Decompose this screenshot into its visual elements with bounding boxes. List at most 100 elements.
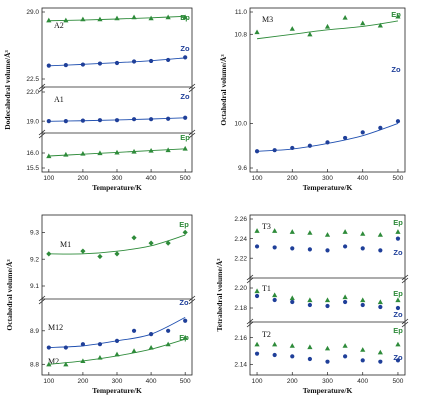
- plot-frame: [249, 7, 406, 173]
- data-point-ep: [289, 229, 295, 234]
- y-tick-label: 19.0: [26, 118, 39, 125]
- data-point-ep: [360, 20, 366, 26]
- data-point-zo: [131, 59, 137, 64]
- segment-1: 22.5 29.0 A2 Ep Zo: [26, 9, 190, 83]
- data-point-zo: [378, 248, 383, 253]
- series-label-ep: Ep: [180, 13, 190, 22]
- data-point-zo: [395, 358, 401, 363]
- data-point-zo: [254, 244, 260, 249]
- segment-1: 9.6 10.0 10.8 11.0 M3 Ep Zo: [234, 9, 401, 172]
- data-point-zo: [131, 117, 137, 122]
- panel-label: M1: [60, 240, 71, 249]
- data-point-zo: [325, 303, 330, 309]
- axis-break-left: [246, 318, 254, 328]
- data-point-ep: [289, 295, 295, 301]
- x-tick-label: 300: [112, 378, 123, 385]
- data-point-zo: [360, 246, 365, 251]
- data-point-zo: [343, 354, 348, 359]
- data-point-ep: [182, 145, 188, 151]
- data-point-zo: [378, 125, 383, 130]
- data-point-zo: [114, 118, 120, 123]
- data-point-ep: [289, 343, 295, 348]
- data-point-ep: [324, 23, 331, 29]
- data-point-ep: [377, 22, 383, 28]
- data-point-ep: [395, 13, 401, 19]
- data-point-ep: [342, 229, 348, 234]
- data-point-zo: [46, 119, 51, 124]
- data-point-zo: [343, 299, 348, 305]
- data-point-zo: [307, 247, 312, 252]
- data-point-ep: [46, 251, 52, 257]
- data-point-zo: [80, 62, 86, 67]
- panel-label: M2: [48, 357, 59, 366]
- data-point-ep: [377, 299, 383, 305]
- data-point-zo: [63, 119, 68, 124]
- data-point-zo: [97, 342, 103, 347]
- data-point-ep: [46, 153, 52, 159]
- x-tick-label: 200: [77, 378, 88, 385]
- data-point-ep: [254, 288, 260, 294]
- data-point-zo: [148, 332, 154, 337]
- data-point-zo: [97, 118, 103, 123]
- x-tick-label: 400: [357, 175, 368, 182]
- data-point-ep: [114, 251, 120, 257]
- data-point-ep: [377, 232, 383, 237]
- data-point-zo: [97, 61, 103, 66]
- data-point-zo: [148, 117, 154, 122]
- data-point-zo: [183, 318, 188, 323]
- x-tick-label: 300: [322, 175, 333, 182]
- x-tick-label: 500: [180, 378, 191, 385]
- data-point-zo: [166, 328, 171, 333]
- segment-1: 9.1 9.2 9.3 M1 Ep: [30, 220, 189, 290]
- segment-2: 8.8 8.9 M12 M2 Zo Ep: [30, 295, 196, 369]
- axis-break-left: [38, 83, 46, 93]
- data-point-zo: [183, 115, 188, 120]
- x-tick-label: 100: [43, 378, 54, 385]
- data-point-zo: [131, 328, 137, 333]
- y-axis-label: Octahedral volume/Å³: [219, 54, 228, 126]
- data-point-ep: [289, 26, 295, 31]
- axis-break-right: [188, 83, 196, 93]
- data-point-ep: [165, 341, 171, 347]
- x-tick-label: 500: [393, 175, 404, 182]
- y-tick-label: 8.9: [30, 328, 39, 335]
- data-point-ep: [182, 229, 188, 235]
- x-tick-label: 100: [252, 378, 263, 385]
- x-axis-label: Temperature/K: [92, 386, 142, 395]
- data-point-zo: [395, 236, 401, 241]
- panel-label: T1: [262, 284, 271, 293]
- series-label-ep: Ep: [393, 289, 403, 298]
- data-point-ep: [395, 341, 401, 347]
- data-point-zo: [290, 145, 295, 151]
- data-point-ep: [307, 230, 313, 235]
- data-point-ep: [63, 17, 69, 23]
- data-point-zo: [395, 305, 401, 311]
- data-point-ep: [307, 297, 313, 303]
- data-point-ep: [114, 351, 120, 357]
- data-point-ep: [395, 297, 401, 303]
- data-point-ep: [307, 31, 313, 37]
- x-tick-label: 400: [146, 378, 157, 385]
- y-tick-label: 2.20: [234, 285, 247, 292]
- data-point-ep: [254, 29, 260, 35]
- data-point-ep: [342, 294, 348, 300]
- chart-panel-octahedral-m3: 100 200 300 400 500 Temperature/K Octahedral v…: [219, 7, 406, 192]
- chart-panel-octahedral-m1-m12: 100 200 300 400 500 Temperature/K Octahedral v…: [5, 214, 196, 395]
- y-tick-label: 2.22: [234, 255, 247, 262]
- axis-break-right: [401, 318, 409, 328]
- data-point-zo: [378, 359, 383, 364]
- data-point-zo: [360, 358, 365, 363]
- series-label-zo: Zo: [179, 298, 189, 307]
- data-point-zo: [307, 302, 312, 308]
- series-label-ep: Ep: [393, 326, 403, 335]
- data-point-ep: [97, 355, 103, 360]
- data-point-ep: [148, 240, 154, 246]
- data-point-zo: [254, 149, 260, 154]
- data-point-ep: [97, 253, 103, 260]
- data-point-ep: [395, 229, 401, 234]
- panel-label: A2: [54, 21, 64, 30]
- data-point-ep: [97, 150, 103, 156]
- panel-label: T3: [262, 222, 271, 231]
- axis-break-left: [246, 274, 254, 284]
